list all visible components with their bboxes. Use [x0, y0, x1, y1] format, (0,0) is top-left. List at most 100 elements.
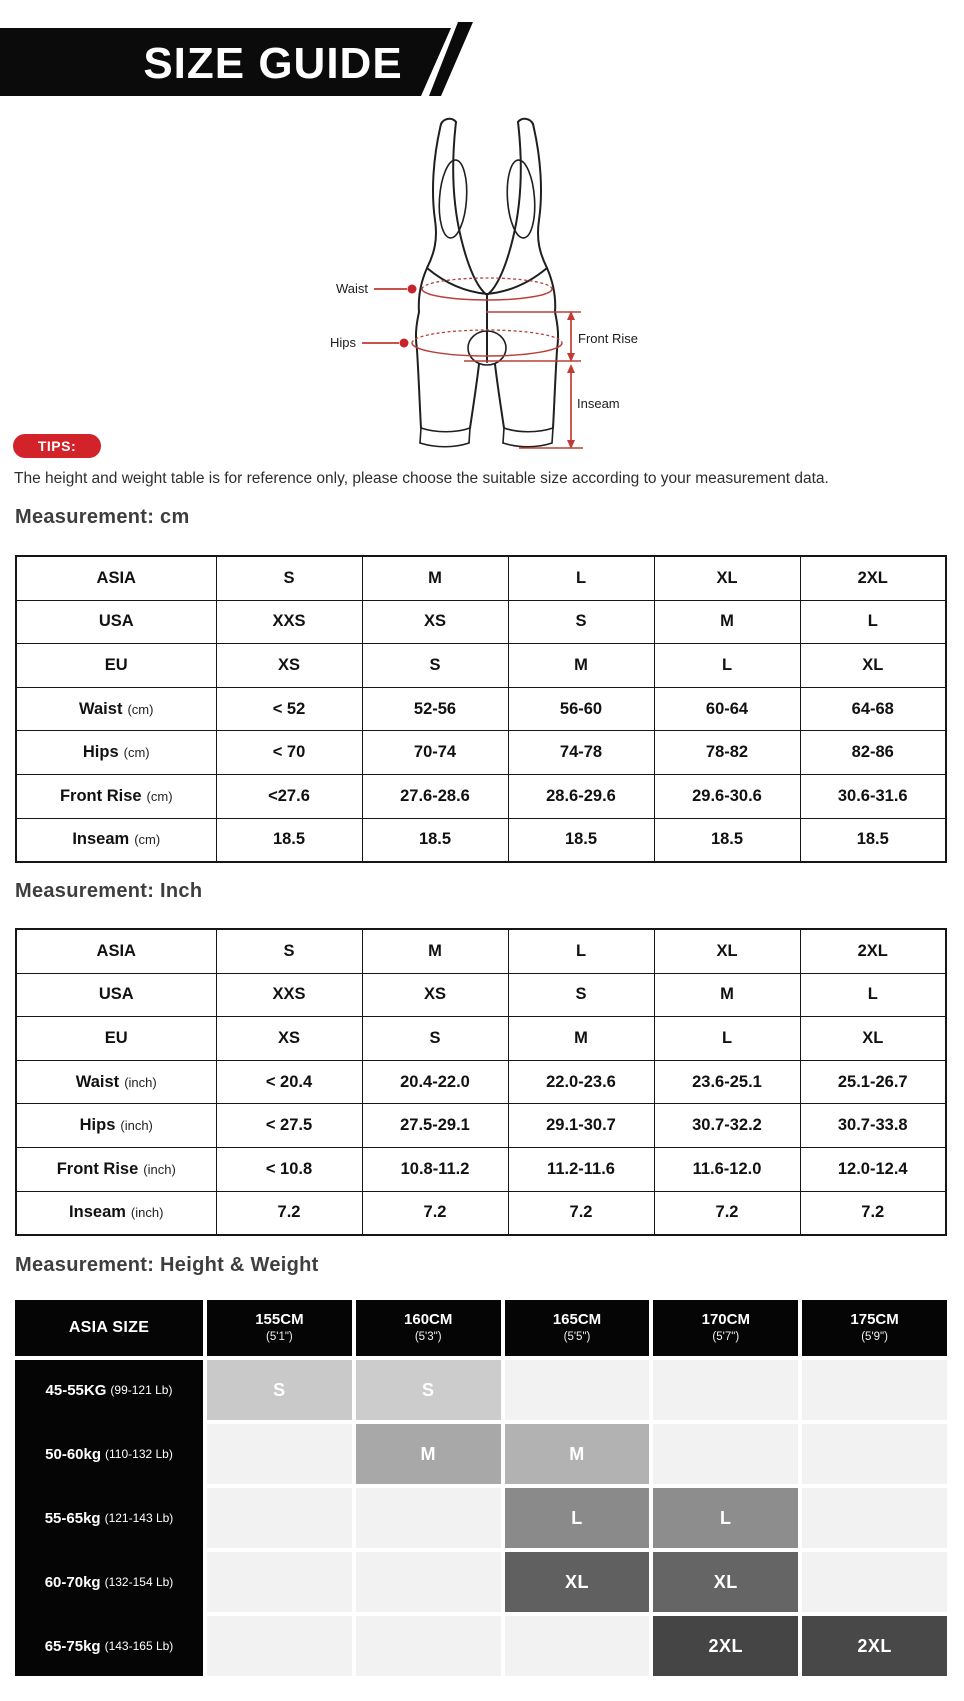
table-cell: L: [653, 643, 801, 688]
table-cell: 29.1-30.7: [507, 1103, 655, 1148]
row-header: ASIA: [15, 555, 217, 601]
hw-weight-cell: 55-65kg (121-143 Lb): [44, 1509, 174, 1527]
hw-size-cell: [207, 1488, 352, 1548]
hw-size-cell: [802, 1424, 947, 1484]
table-cell: S: [507, 972, 655, 1018]
table-cell: 74-78: [507, 730, 655, 775]
table-row: EU XS S M L XL: [15, 643, 947, 688]
hw-size-cell: [355, 1552, 501, 1612]
row-header: USA: [15, 599, 217, 645]
table-cell: 27.5-29.1: [361, 1103, 509, 1148]
table-cell: M: [653, 599, 801, 645]
bib-shorts-diagram: Waist Hips Front Rise Inseam: [330, 117, 638, 449]
hw-header-row: ASIA SIZE 155CM (5'1") 160CM (5'3") 165CM(…: [15, 1300, 947, 1356]
table-cell: XS: [215, 643, 363, 688]
table-cell: 82-86: [799, 730, 947, 775]
hw-size-cell: XL: [653, 1552, 799, 1612]
hw-height-cell: 165CM (5'5"): [504, 1300, 650, 1356]
table-cell: S: [507, 599, 655, 645]
table-cell: S: [215, 928, 363, 974]
hw-size-cell: [653, 1424, 799, 1484]
table-cell: 20.4-22.0: [361, 1059, 509, 1105]
table-cell: XL: [653, 928, 801, 974]
table-row: Waist (inch) < 20.4 20.4-22.0 22.0-23.6 2…: [15, 1059, 947, 1105]
table-cell: 12.0-12.4: [799, 1146, 947, 1192]
size-guide-banner: SIZE GUIDE: [0, 22, 473, 96]
table-cell: 7.2: [215, 1190, 363, 1236]
table-cell: 25.1-26.7: [799, 1059, 947, 1105]
row-header: Hips (cm): [15, 730, 217, 775]
table-cell: 10.8-11.2: [361, 1146, 509, 1192]
table-cell: XS: [361, 972, 509, 1018]
table-cell: M: [507, 643, 655, 688]
table-cell: L: [799, 972, 947, 1018]
row-header: Hips (inch): [15, 1103, 217, 1148]
table-cell: 52-56: [361, 686, 509, 732]
hw-height-cell: 155CM (5'1"): [207, 1300, 352, 1356]
row-header: Front Rise (inch): [15, 1146, 217, 1192]
hw-section-title: Measurement: Height & Weight: [15, 1254, 319, 1276]
hw-size-cell: L: [504, 1488, 650, 1548]
table-cell: 30.7-32.2: [653, 1103, 801, 1148]
table-cell: < 10.8: [215, 1146, 363, 1192]
inch-table: ASIA S M L XL 2XL USA XXS XS S M L EU XS…: [15, 928, 947, 1237]
hw-weight-cell: 60-70kg (132-154 Lb): [44, 1573, 174, 1591]
table-cell: S: [215, 555, 363, 601]
table-row: Front Rise (cm) <27.6 27.6-28.6 28.6-29.6…: [15, 773, 947, 819]
row-header: Inseam (inch): [15, 1190, 217, 1236]
table-cell: M: [507, 1016, 655, 1061]
table-cell: < 52: [215, 686, 363, 732]
hw-size-cell: S: [207, 1360, 352, 1420]
hw-size-cell: [207, 1552, 352, 1612]
table-cell: < 27.5: [215, 1103, 363, 1148]
table-row: USA XXS XS S M L: [15, 599, 947, 645]
table-cell: 18.5: [653, 817, 801, 863]
table-row: Inseam (cm) 18.5 18.5 18.5 18.5 18.5: [15, 817, 947, 863]
table-cell: 11.6-12.0: [653, 1146, 801, 1192]
table-cell: XL: [799, 1016, 947, 1061]
table-cell: < 70: [215, 730, 363, 775]
table-cell: XXS: [215, 599, 363, 645]
measurement-annotations: Waist Hips Front Rise Inseam: [330, 277, 638, 449]
table-cell: 27.6-28.6: [361, 773, 509, 819]
hw-weight-labels: 45-55KG (99-121 Lb) 50-60kg (110-132 Lb) 5…: [15, 1360, 203, 1676]
tips-badge: TIPS:: [13, 434, 101, 458]
table-row: Inseam (inch) 7.2 7.2 7.2 7.2 7.2: [15, 1190, 947, 1236]
hw-size-cell: [504, 1360, 650, 1420]
table-cell: 78-82: [653, 730, 801, 775]
height-weight-table: ASIA SIZE 155CM (5'1") 160CM (5'3") 165CM(…: [15, 1300, 947, 1676]
table-row: USA XXS XS S M L: [15, 972, 947, 1018]
banner-stripe: [429, 22, 473, 96]
table-cell: L: [653, 1016, 801, 1061]
hw-size-cell: M: [504, 1424, 650, 1484]
table-cell: M: [361, 555, 509, 601]
table-cell: 64-68: [799, 686, 947, 732]
table-cell: < 20.4: [215, 1059, 363, 1105]
table-row: ASIA S M L XL 2XL: [15, 555, 947, 601]
table-cell: 18.5: [361, 817, 509, 863]
hw-height-cell: 160CM (5'3"): [355, 1300, 501, 1356]
table-cell: 7.2: [653, 1190, 801, 1236]
hw-size-cell: 2XL: [653, 1616, 799, 1676]
row-header: EU: [15, 1016, 217, 1061]
table-cell: 30.6-31.6: [799, 773, 947, 819]
table-cell: 29.6-30.6: [653, 773, 801, 819]
table-cell: XXS: [215, 972, 363, 1018]
table-cell: 18.5: [507, 817, 655, 863]
table-cell: XS: [215, 1016, 363, 1061]
front-rise-label: Front Rise: [578, 331, 638, 346]
inseam-label: Inseam: [577, 396, 620, 411]
bib-shorts-outline: [414, 117, 560, 448]
hw-size-grid: S S M M L L XL XL 2XL 2XL: [207, 1360, 947, 1676]
hw-size-cell: [355, 1616, 501, 1676]
hips-label: Hips: [330, 335, 357, 350]
table-cell: 23.6-25.1: [653, 1059, 801, 1105]
table-cell: 70-74: [361, 730, 509, 775]
table-cell: 11.2-11.6: [507, 1146, 655, 1192]
table-cell: 18.5: [215, 817, 363, 863]
inch-section-title: Measurement: Inch: [15, 880, 203, 902]
table-row: Waist (cm) < 52 52-56 56-60 60-64 64-68: [15, 686, 947, 732]
cm-section-title: Measurement: cm: [15, 506, 190, 528]
row-header: Front Rise (cm): [15, 773, 217, 819]
